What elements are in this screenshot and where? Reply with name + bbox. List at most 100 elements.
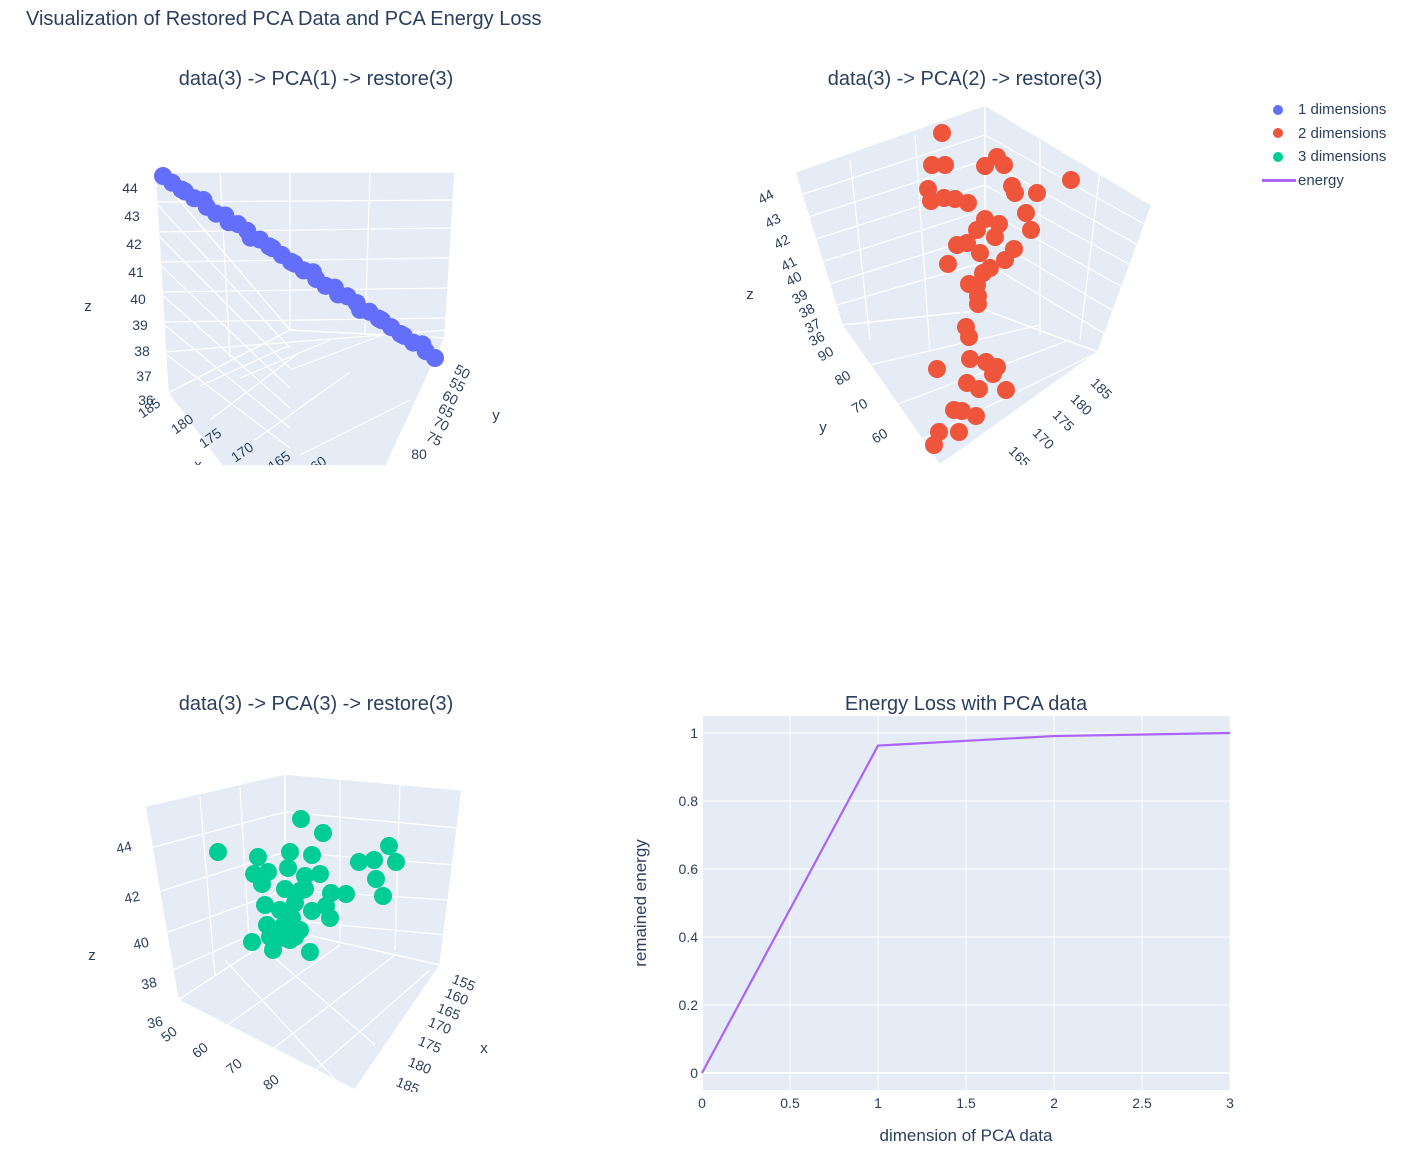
grid-line xyxy=(284,811,459,829)
scatter-point xyxy=(256,896,274,914)
scatter-point xyxy=(264,941,282,959)
energy-series-line xyxy=(701,731,1231,1074)
y-tick-label: 0.6 xyxy=(679,861,699,877)
scatter-point xyxy=(337,885,355,903)
grid-line xyxy=(155,227,453,233)
grid-line xyxy=(259,944,376,1046)
x-tick-label: 1 xyxy=(874,1095,882,1111)
legend-item-2-dimensions[interactable]: 2 dimensions xyxy=(1262,122,1386,146)
scatter-point xyxy=(925,436,943,454)
scatter-point xyxy=(279,859,297,877)
axis-pane xyxy=(284,773,463,966)
scatter-point xyxy=(928,360,946,378)
scatter-point xyxy=(1006,184,1024,202)
z-tick-label: 42 xyxy=(771,231,792,253)
scatter-point xyxy=(1017,204,1035,222)
z-tick-label: 36 xyxy=(146,1013,165,1032)
legend-item-energy[interactable]: energy xyxy=(1262,169,1386,193)
grid-line xyxy=(209,351,301,421)
scatter-point xyxy=(936,156,954,174)
scatter-point xyxy=(350,853,368,871)
grid-line xyxy=(284,919,447,936)
grid-line xyxy=(894,339,1071,406)
subplot-title: data(3) -> PCA(3) -> restore(3) xyxy=(179,693,454,715)
grid-line xyxy=(162,351,291,449)
legend-label: 1 dimensions xyxy=(1298,101,1387,119)
x-tick-label: 175 xyxy=(1050,407,1078,435)
grid-line xyxy=(309,969,431,1076)
y-axis-label: y xyxy=(492,407,500,424)
grid-line xyxy=(161,317,450,323)
legend-label: 2 dimensions xyxy=(1298,124,1387,142)
x-tick-label: 180 xyxy=(1068,391,1096,419)
scatter-point xyxy=(997,381,1015,399)
z-tick-label: 41 xyxy=(128,264,144,280)
z-tick-label: 40 xyxy=(783,268,804,290)
scatter-point xyxy=(321,909,339,927)
x-tick-label: 3 xyxy=(1226,1095,1234,1111)
legend-marker-icon xyxy=(1262,103,1298,117)
z-tick-label: 39 xyxy=(789,286,810,308)
grid-line xyxy=(199,344,291,387)
scatter-point xyxy=(1022,221,1040,239)
scatter-point xyxy=(301,943,319,961)
z-tick-label: 40 xyxy=(132,934,151,953)
grid-line xyxy=(239,787,251,956)
scatter-point xyxy=(296,880,314,898)
scatter-point xyxy=(967,407,985,425)
x-tick-label: 180 xyxy=(406,1054,434,1078)
grid-line xyxy=(825,261,986,309)
axis-pane xyxy=(166,329,447,465)
z-tick-label: 38 xyxy=(796,300,817,322)
x-tick-label: 2 xyxy=(1050,1095,1058,1111)
z-tick-label: 36 xyxy=(806,328,827,350)
grid-line xyxy=(299,399,411,456)
scatter-point xyxy=(249,848,267,866)
scatter-point xyxy=(995,156,1013,174)
scatter-point xyxy=(959,194,977,212)
scatter-point xyxy=(976,157,994,175)
legend-marker-icon xyxy=(1262,126,1298,140)
scatter-point xyxy=(986,228,1004,246)
z-tick-label: 44 xyxy=(115,838,134,857)
scatter-point xyxy=(971,244,989,262)
scatter-point xyxy=(365,851,383,869)
grid-line xyxy=(869,324,1041,366)
scatter-point xyxy=(969,295,987,313)
z-tick-label: 41 xyxy=(778,253,799,275)
y-tick-label: 0.4 xyxy=(679,929,699,945)
legend-line-icon xyxy=(1262,173,1298,187)
grid-line xyxy=(799,134,986,196)
x-tick-label: 185 xyxy=(394,1074,422,1098)
scatter-point xyxy=(961,350,979,368)
grid-line xyxy=(149,811,286,849)
grid-line xyxy=(224,959,346,1091)
z-tick-label: 44 xyxy=(755,186,776,208)
scatter-point xyxy=(380,837,398,855)
x-tick-label: 0.5 xyxy=(780,1095,800,1111)
legend[interactable]: 1 dimensions 2 dimensions 3 dimensions ener… xyxy=(1262,98,1386,192)
subplot-title: data(3) -> PCA(2) -> restore(3) xyxy=(828,68,1103,90)
grid-line xyxy=(254,371,351,441)
scatter-point xyxy=(296,867,314,885)
legend-item-3-dimensions[interactable]: 3 dimensions xyxy=(1262,145,1386,169)
scatter-point xyxy=(387,853,405,871)
scatter-point xyxy=(950,423,968,441)
legend-item-1-dimensions[interactable]: 1 dimensions xyxy=(1262,98,1386,122)
grid-line xyxy=(841,309,986,326)
y-tick-label: 60 xyxy=(189,1039,211,1061)
grid-line xyxy=(264,954,396,1056)
axis-pane xyxy=(984,103,1153,353)
z-tick-label: 42 xyxy=(123,888,142,907)
x-tick-label: 165 xyxy=(1006,443,1034,471)
z-tick-label: 43 xyxy=(124,208,140,224)
scatter-point xyxy=(968,221,986,239)
x-tick-label: 1.5 xyxy=(956,1095,976,1111)
x-tick-label: 185 xyxy=(1088,375,1116,403)
grid-line xyxy=(1079,169,1101,341)
y-axis-label: y xyxy=(819,419,827,436)
y-tick-label: 90 xyxy=(815,343,837,365)
y-tick-label: 60 xyxy=(440,387,461,409)
